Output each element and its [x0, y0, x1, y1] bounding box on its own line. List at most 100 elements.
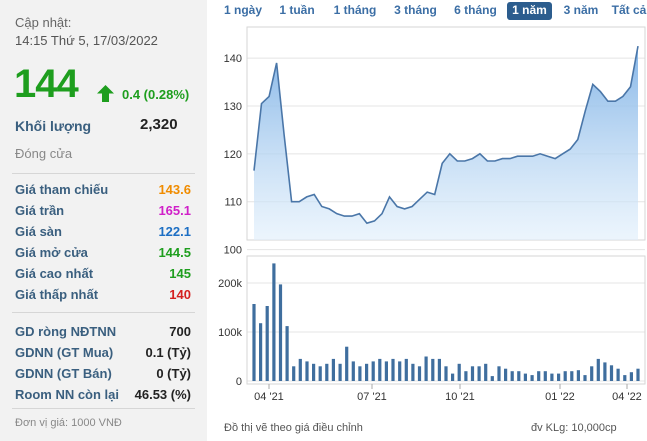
stock-info-panel: Cập nhật: 14:15 Thứ 5, 17/03/2022 144 0.…	[0, 0, 207, 441]
date-tick-label: 01 '22	[545, 391, 575, 403]
divider	[12, 312, 195, 313]
volume-bar	[497, 366, 501, 381]
price-area	[254, 46, 638, 240]
volume-bar	[345, 346, 349, 381]
info-row-value: 165.1	[158, 203, 191, 218]
info-row-label: Giá trần	[15, 203, 65, 218]
up-arrow-icon	[97, 85, 114, 102]
volume-bar	[583, 375, 587, 381]
price-unit-note: Đơn vị giá: 1000 VNĐ	[15, 417, 122, 429]
date-tick-label: 04 '22	[612, 391, 642, 403]
info-row-label: Giá sàn	[15, 224, 62, 239]
volume-bar	[504, 368, 508, 381]
volume-bar	[437, 358, 441, 381]
volume-label: Khối lượng	[15, 118, 92, 134]
volume-bar	[636, 368, 640, 381]
tab-period[interactable]: 1 tuần	[279, 3, 315, 17]
volume-value: 2,320	[140, 116, 178, 133]
volume-bar	[338, 363, 342, 381]
volume-bar	[490, 376, 494, 381]
volume-bar	[365, 363, 369, 381]
volume-bar	[325, 363, 329, 381]
volume-bar	[378, 358, 382, 381]
info-row: Giá thấp nhất 140	[15, 287, 191, 307]
volume-bar	[417, 366, 422, 381]
volume-bar	[530, 375, 534, 381]
volume-bar	[265, 306, 269, 381]
info-row-value: 0.1 (Tỷ)	[145, 345, 191, 360]
price-tick-label: 100	[224, 245, 242, 257]
volume-tick-label: 100k	[218, 327, 242, 339]
info-row-value: 140	[169, 287, 191, 302]
volume-bar	[464, 371, 468, 381]
info-row-label: GDNN (GT Mua)	[15, 345, 114, 360]
volume-bar	[590, 366, 594, 381]
volume-bar	[259, 323, 263, 381]
volume-bar	[451, 373, 455, 381]
volume-bar	[477, 366, 481, 381]
volume-bar	[510, 371, 514, 381]
tab-period[interactable]: 1 ngày	[223, 3, 262, 17]
price-tick-label: 110	[224, 197, 242, 209]
date-tick-label: 04 '21	[254, 391, 284, 403]
price-change: 0.4 (0.28%)	[122, 87, 190, 102]
volume-bar	[358, 366, 362, 381]
volume-bar	[550, 373, 554, 381]
info-row: Giá tham chiếu 143.6	[15, 182, 191, 202]
volume-bar	[331, 358, 335, 381]
info-row-label: Giá cao nhất	[15, 266, 94, 281]
stock-chart: 100 110 120 130 140 0 100k 200k 04 '21 07 '21 10…	[218, 26, 646, 403]
info-row-label: Room NN còn lại	[15, 387, 120, 402]
volume-bar	[285, 326, 289, 381]
volume-bar	[351, 361, 355, 381]
volume-bar	[623, 375, 627, 381]
volume-bar	[424, 356, 428, 381]
info-row-value: 0 (Tỷ)	[156, 366, 191, 381]
volume-bar	[517, 371, 521, 381]
volume-bar	[629, 372, 633, 381]
info-row: Giá sàn 122.1	[15, 224, 191, 244]
tab-period[interactable]: 6 tháng	[454, 3, 497, 17]
tab-period[interactable]: 1 năm	[507, 2, 552, 20]
tab-period[interactable]: 1 tháng	[333, 3, 377, 17]
volume-bars	[252, 263, 640, 381]
info-row: GDNN (GT Mua) 0.1 (Tỷ)	[15, 345, 191, 365]
divider	[12, 173, 195, 174]
chart-note: Đồ thị vẽ theo giá điều chỉnh	[224, 422, 363, 434]
volume-bar	[616, 368, 620, 381]
info-row: Giá mở cửa 144.5	[15, 245, 191, 265]
volume-bar	[609, 365, 614, 381]
volume-frame	[246, 255, 646, 385]
info-row: Giá cao nhất 145	[15, 266, 191, 286]
volume-bar	[596, 358, 600, 381]
volume-bar	[384, 361, 388, 381]
info-row: GDNN (GT Bán) 0 (Tỷ)	[15, 366, 191, 386]
tab-period[interactable]: Tất cả	[611, 3, 647, 17]
price-axis: 100 110 120 130 140	[224, 53, 242, 256]
volume-bar	[292, 366, 296, 381]
volume-bar	[563, 371, 567, 381]
volume-bar	[557, 373, 561, 381]
volume-axis: 0 100k 200k	[218, 278, 242, 388]
volume-bar	[391, 358, 395, 381]
volume-bar	[305, 361, 309, 381]
volume-bar	[272, 263, 276, 381]
volume-bar	[404, 358, 408, 381]
price-line	[253, 45, 639, 225]
info-row-label: Giá mở cửa	[15, 245, 88, 260]
info-row-value: 143.6	[158, 182, 191, 197]
volume-tick-label: 200k	[218, 278, 242, 290]
volume-bar	[252, 304, 256, 381]
tab-period[interactable]: 3 tháng	[394, 3, 437, 17]
info-row-value: 700	[169, 324, 191, 339]
current-price: 144	[14, 62, 79, 106]
price-tick-label: 120	[224, 149, 242, 161]
updated-label: Cập nhật:	[15, 15, 72, 30]
volume-bar	[371, 361, 375, 381]
tab-period[interactable]: 3 năm	[563, 3, 599, 17]
volume-bar	[543, 371, 547, 381]
volume-bar	[523, 373, 527, 381]
market-status: Đóng cửa	[15, 146, 73, 161]
volume-bar	[298, 358, 302, 381]
updated-time: 14:15 Thứ 5, 17/03/2022	[15, 33, 158, 48]
